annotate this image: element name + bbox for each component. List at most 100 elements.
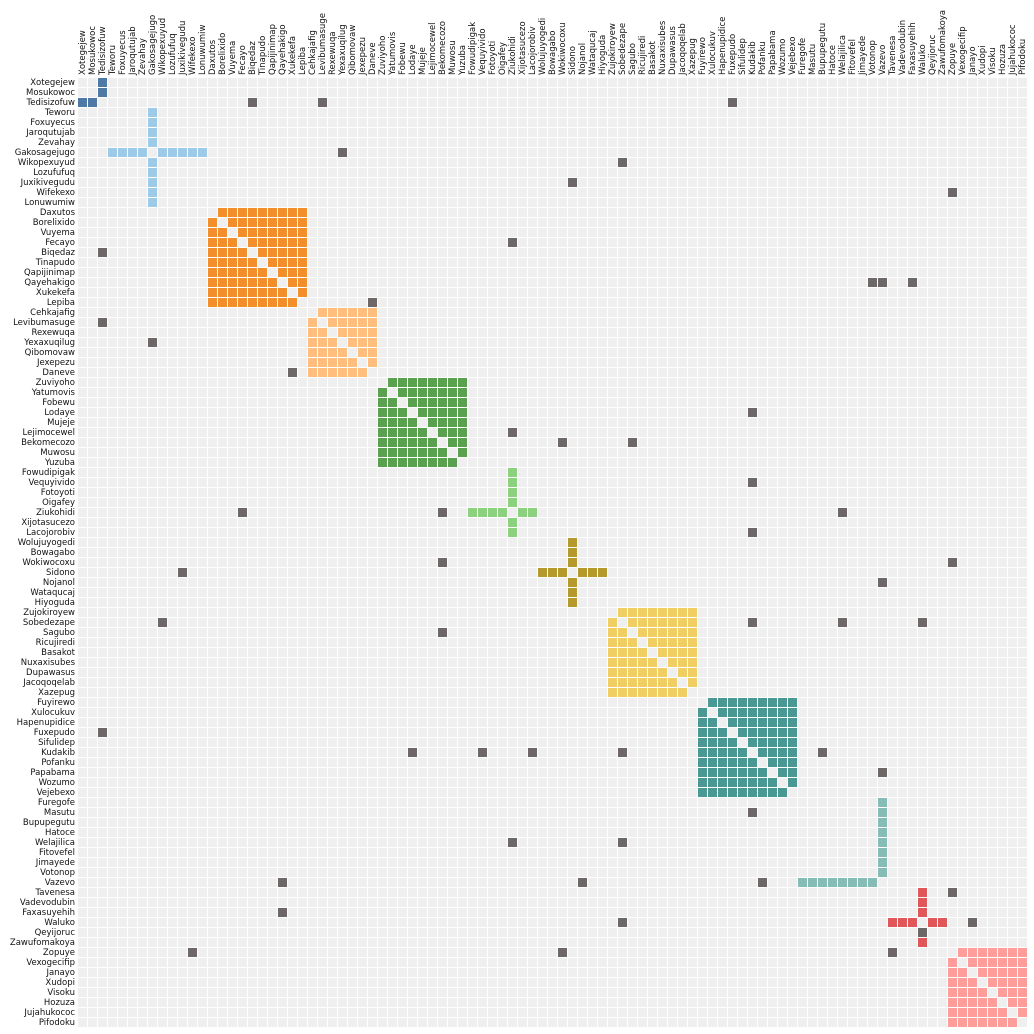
empty-cell: [118, 258, 127, 267]
empty-cell: [838, 368, 847, 377]
empty-cell: [758, 108, 767, 117]
empty-cell: [138, 98, 147, 107]
empty-cell: [1008, 348, 1017, 357]
empty-cell: [918, 348, 927, 357]
empty-cell: [678, 158, 687, 167]
empty-cell: [718, 438, 727, 447]
empty-cell: [358, 508, 367, 517]
empty-cell: [568, 468, 577, 477]
empty-cell: [818, 488, 827, 497]
empty-cell: [938, 298, 947, 307]
empty-cell: [278, 588, 287, 597]
empty-cell: [168, 258, 177, 267]
empty-cell: [638, 528, 647, 537]
link-cell: [238, 298, 247, 307]
empty-cell: [768, 238, 777, 247]
empty-cell: [948, 228, 957, 237]
empty-cell: [768, 318, 777, 327]
empty-cell: [478, 168, 487, 177]
empty-cell: [808, 78, 817, 87]
empty-cell: [338, 518, 347, 527]
empty-cell: [178, 188, 187, 197]
empty-cell: [238, 188, 247, 197]
empty-cell: [838, 428, 847, 437]
empty-cell: [388, 338, 397, 347]
link-cell: [518, 508, 527, 517]
empty-cell: [958, 488, 967, 497]
empty-cell: [298, 458, 307, 467]
empty-cell: [1008, 578, 1017, 587]
empty-cell: [698, 448, 707, 457]
empty-cell: [208, 538, 217, 547]
empty-cell: [978, 348, 987, 357]
empty-cell: [758, 138, 767, 147]
empty-cell: [648, 588, 657, 597]
empty-cell: [648, 238, 657, 247]
empty-cell: [98, 528, 107, 537]
empty-cell: [618, 288, 627, 297]
empty-cell: [418, 128, 427, 137]
empty-cell: [788, 448, 797, 457]
empty-cell: [278, 278, 287, 287]
empty-cell: [248, 538, 257, 547]
empty-cell: [708, 308, 717, 317]
empty-cell: [148, 248, 157, 257]
empty-cell: [498, 228, 507, 237]
empty-cell: [238, 308, 247, 317]
empty-cell: [208, 468, 217, 477]
empty-cell: [78, 88, 87, 97]
empty-cell: [248, 148, 257, 157]
empty-cell: [358, 418, 367, 427]
empty-cell: [248, 448, 257, 457]
empty-cell: [368, 198, 377, 207]
empty-cell: [168, 138, 177, 147]
empty-cell: [828, 438, 837, 447]
empty-cell: [738, 388, 747, 397]
empty-cell: [528, 428, 537, 437]
empty-cell: [548, 478, 557, 487]
empty-cell: [398, 208, 407, 217]
empty-cell: [648, 478, 657, 487]
empty-cell: [498, 268, 507, 277]
empty-cell: [88, 368, 97, 377]
empty-cell: [1008, 218, 1017, 227]
empty-cell: [618, 578, 627, 587]
empty-cell: [198, 168, 207, 177]
empty-cell: [438, 578, 447, 587]
empty-cell: [428, 248, 437, 257]
empty-cell: [218, 78, 227, 87]
link-cell: [448, 378, 457, 387]
empty-cell: [578, 198, 587, 207]
empty-cell: [88, 468, 97, 477]
empty-cell: [698, 548, 707, 557]
empty-cell: [118, 488, 127, 497]
empty-cell: [188, 598, 197, 607]
link-cell: [508, 498, 517, 507]
empty-cell: [188, 258, 197, 267]
empty-cell: [888, 478, 897, 487]
empty-cell: [1018, 288, 1027, 297]
empty-cell: [428, 138, 437, 147]
empty-cell: [108, 338, 117, 347]
empty-cell: [208, 318, 217, 327]
link-cell: [238, 208, 247, 217]
empty-cell: [888, 278, 897, 287]
empty-cell: [598, 208, 607, 217]
empty-cell: [648, 218, 657, 227]
empty-cell: [148, 88, 157, 97]
empty-cell: [728, 178, 737, 187]
empty-cell: [448, 598, 457, 607]
empty-cell: [148, 288, 157, 297]
empty-cell: [88, 308, 97, 317]
empty-cell: [538, 338, 547, 347]
empty-cell: [478, 148, 487, 157]
empty-cell: [328, 168, 337, 177]
empty-cell: [428, 428, 437, 437]
empty-cell: [178, 588, 187, 597]
empty-cell: [378, 108, 387, 117]
empty-cell: [198, 278, 207, 287]
empty-cell: [228, 118, 237, 127]
empty-cell: [868, 548, 877, 557]
empty-cell: [648, 148, 657, 157]
empty-cell: [878, 98, 887, 107]
